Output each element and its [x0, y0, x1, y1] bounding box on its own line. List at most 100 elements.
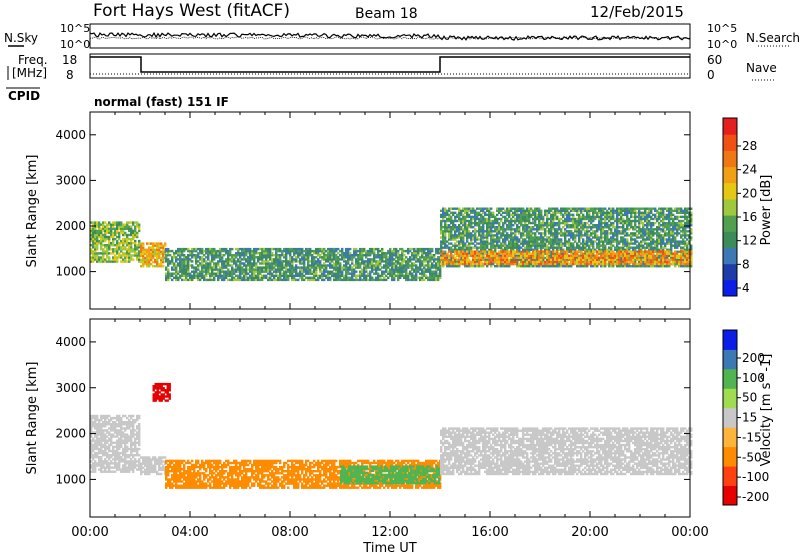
- data-cell: [263, 276, 266, 279]
- data-cell: [341, 258, 344, 261]
- data-cell: [431, 266, 434, 269]
- data-cell: [331, 274, 334, 277]
- data-cell: [464, 248, 467, 251]
- data-cell: [652, 213, 655, 217]
- data-cell: [239, 274, 242, 277]
- data-cell: [281, 264, 284, 267]
- data-cell: [183, 247, 186, 251]
- data-cell: [638, 211, 641, 214]
- data-cell: [544, 242, 547, 245]
- data-cell: [656, 232, 659, 235]
- data-cell: [458, 213, 461, 217]
- data-cell: [568, 215, 571, 219]
- data-cell: [267, 272, 270, 275]
- data-cell: [516, 262, 519, 266]
- data-cell: [387, 256, 390, 259]
- data-cell: [136, 221, 139, 224]
- data-cell: [331, 270, 334, 273]
- data-cell: [213, 247, 216, 251]
- data-cell: [265, 264, 268, 267]
- data-cell: [678, 221, 681, 225]
- data-cell: [379, 262, 382, 265]
- data-cell: [560, 260, 563, 264]
- data-cell: [259, 266, 262, 269]
- data-cell: [195, 276, 198, 279]
- data-cell: [391, 266, 394, 269]
- data-cell: [385, 252, 388, 255]
- data-cell: [287, 264, 290, 267]
- data-cell: [592, 244, 595, 247]
- data-cell: [138, 254, 141, 257]
- data-cell: [522, 256, 525, 260]
- data-cell: [514, 232, 517, 235]
- data-cell: [309, 260, 312, 263]
- data-cell: [504, 242, 507, 245]
- data-cell: [562, 265, 565, 268]
- data-cell: [530, 230, 533, 233]
- data-cell: [634, 209, 637, 212]
- data-cell: [548, 224, 551, 227]
- data-cell: [576, 226, 579, 229]
- data-cell: [122, 227, 125, 230]
- data-cell: [642, 213, 645, 217]
- data-cell: [175, 272, 178, 275]
- data-cell: [351, 260, 354, 263]
- data-cell: [417, 276, 420, 279]
- data-cell: [183, 264, 186, 267]
- data-cell: [524, 250, 527, 253]
- data-cell: [235, 254, 238, 257]
- data-cell: [444, 230, 447, 233]
- data-cell: [413, 256, 416, 259]
- data-cell: [552, 217, 555, 221]
- data-cell: [104, 229, 107, 233]
- data-cell: [664, 244, 667, 247]
- data-cell: [167, 268, 170, 271]
- data-cell: [538, 244, 541, 247]
- data-cell: [576, 244, 579, 247]
- data-cell: [401, 262, 404, 265]
- data-cell: [323, 247, 326, 251]
- data-cell: [590, 238, 593, 241]
- data-cell: [548, 254, 551, 258]
- data-cell: [339, 249, 342, 253]
- data-cell: [572, 226, 575, 229]
- data-cell: [118, 254, 121, 257]
- data-cell: [130, 250, 133, 253]
- data-cell: [387, 266, 390, 269]
- data-cell: [560, 213, 563, 217]
- data-cell: [209, 266, 212, 269]
- data-cell: [415, 260, 418, 263]
- data-cell: [596, 228, 599, 231]
- data-cell: [476, 246, 479, 249]
- data-cell: [211, 268, 214, 271]
- data-cell: [502, 248, 505, 251]
- data-cell: [544, 211, 547, 214]
- data-cell: [261, 266, 264, 269]
- data-cell: [600, 209, 603, 212]
- data-cell: [287, 276, 290, 279]
- data-cell: [468, 248, 471, 251]
- data-cell: [321, 264, 324, 267]
- data-cell: [183, 260, 186, 263]
- data-cell: [608, 207, 611, 210]
- data-cell: [383, 256, 386, 259]
- data-cell: [468, 219, 471, 223]
- data-cell: [207, 256, 210, 259]
- data-cell: [355, 274, 358, 277]
- data-cell: [387, 272, 390, 275]
- data-cell: [297, 254, 300, 257]
- data-cell: [96, 239, 99, 243]
- data-cell: [590, 248, 593, 251]
- data-cell: [444, 207, 447, 210]
- data-cell: [568, 232, 571, 235]
- data-cell: [486, 224, 489, 227]
- data-cell: [650, 236, 653, 239]
- data-cell: [490, 242, 493, 245]
- data-cell: [592, 211, 595, 214]
- data-cell: [664, 221, 667, 225]
- data-cell: [490, 221, 493, 225]
- data-cell: [616, 230, 619, 233]
- data-cell: [341, 256, 344, 259]
- data-cell: [138, 229, 141, 233]
- data-cell: [522, 219, 525, 223]
